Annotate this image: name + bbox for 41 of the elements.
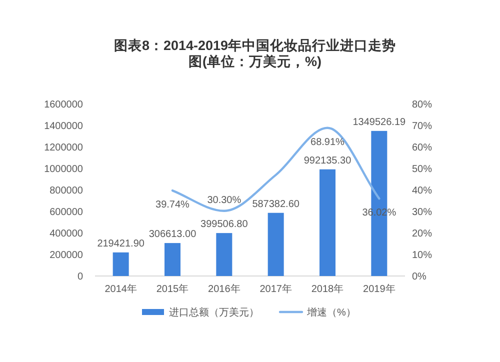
data-label: 30.30% [207, 194, 242, 206]
data-label: 306613.00 [148, 229, 197, 240]
y2-tick-label: 0% [412, 272, 427, 282]
data-label: 68.91% [310, 136, 345, 148]
legend-label: 增速（%） [306, 306, 356, 318]
legend-label: 进口总额（万美元） [169, 306, 259, 318]
data-label: 39.74% [156, 200, 190, 211]
y2-tick-label: 30% [412, 207, 432, 218]
y-tick-label: 600000 [50, 207, 84, 218]
data-label: 399506.80 [200, 219, 248, 230]
bar [164, 243, 180, 276]
y2-tick-label: 10% [412, 250, 432, 261]
y-tick-label: 1400000 [44, 121, 84, 132]
y-tick-label: 0 [77, 272, 84, 282]
y-tick-label: 200000 [50, 250, 84, 261]
y-tick-label: 1000000 [44, 164, 84, 175]
data-label: 219421.90 [97, 238, 145, 250]
data-label: 1349526.19 [352, 116, 406, 128]
x-tick-label: 2015年 [156, 283, 189, 295]
y2-tick-label: 70% [412, 121, 432, 132]
y-tick-label: 1200000 [44, 142, 84, 154]
x-tick-label: 2019年 [363, 283, 396, 295]
x-tick-label: 2018年 [311, 283, 344, 295]
y2-tick-label: 40% [412, 186, 432, 196]
y-tick-label: 400000 [50, 228, 84, 240]
bar [216, 233, 232, 276]
bar [112, 252, 129, 276]
x-tick-label: 2016年 [208, 283, 240, 295]
y-tick-label: 1600000 [44, 100, 84, 110]
y2-tick-label: 20% [412, 228, 432, 240]
y2-tick-label: 80% [412, 100, 432, 110]
bar [268, 212, 284, 276]
y2-tick-label: 50% [412, 164, 432, 175]
bar [320, 169, 336, 276]
data-label: 587382.60 [252, 198, 300, 210]
y2-tick-label: 60% [412, 142, 432, 154]
x-tick-label: 2014年 [104, 283, 137, 295]
chart-title: 图表8：2014-2019年中国化妆品行业进口走势图(单位：万美元，%) [112, 38, 398, 70]
y-tick-label: 800000 [50, 186, 84, 196]
x-tick-label: 2017年 [260, 283, 292, 295]
data-label: 992135.30 [304, 155, 352, 166]
